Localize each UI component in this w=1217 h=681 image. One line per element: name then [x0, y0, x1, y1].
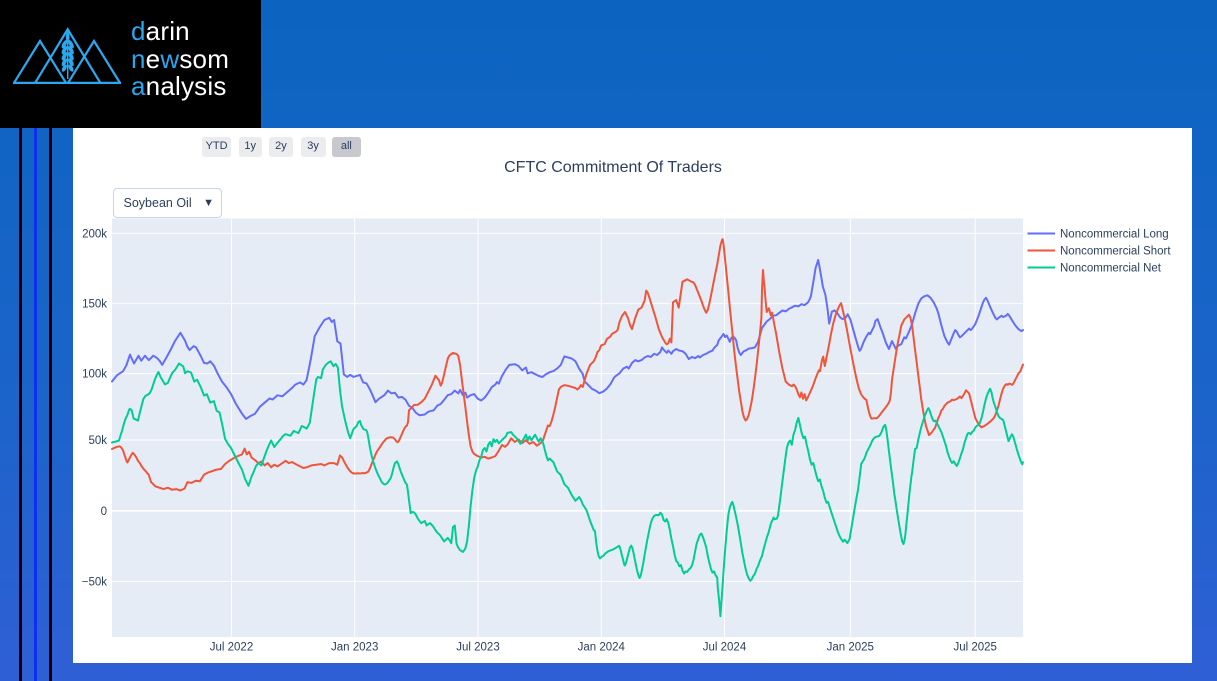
svg-text:200k: 200k: [82, 228, 107, 240]
svg-text:50k: 50k: [88, 435, 107, 447]
svg-text:Noncommercial Short: Noncommercial Short: [1060, 245, 1171, 257]
svg-text:Jan 2023: Jan 2023: [331, 642, 378, 654]
svg-text:Jan 2025: Jan 2025: [827, 642, 874, 654]
svg-text:100k: 100k: [82, 369, 107, 381]
svg-text:0: 0: [101, 506, 107, 518]
svg-text:Jul 2022: Jul 2022: [210, 642, 253, 654]
svg-text:150k: 150k: [82, 299, 107, 311]
svg-text:Jan 2024: Jan 2024: [578, 642, 626, 654]
svg-text:Noncommercial Long: Noncommercial Long: [1060, 228, 1169, 240]
svg-text:Noncommercial Net: Noncommercial Net: [1060, 262, 1162, 274]
svg-text:Jul 2025: Jul 2025: [953, 642, 996, 654]
svg-text:Jul 2023: Jul 2023: [456, 642, 499, 654]
svg-text:Jul 2024: Jul 2024: [703, 642, 747, 654]
svg-text:−50k: −50k: [82, 576, 108, 588]
